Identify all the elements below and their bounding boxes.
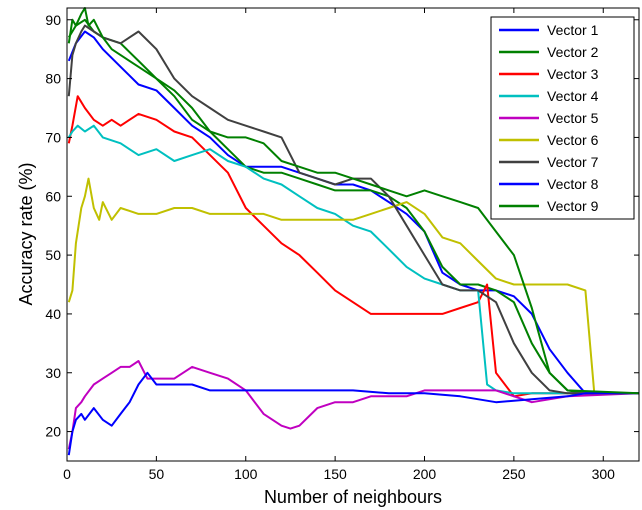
y-axis-ticks: 20 30 40 50 60 70 80 90 <box>45 12 639 440</box>
legend-box <box>490 16 635 220</box>
x-tick-label: 200 <box>413 466 437 482</box>
y-tick-label: 30 <box>45 365 61 381</box>
legend-label-vector-7: Vector 7 <box>547 154 599 170</box>
legend-label-vector-4: Vector 4 <box>547 88 599 104</box>
series-line-vector-5 <box>67 360 640 450</box>
series-line-vector-4 <box>67 124 639 395</box>
y-tick-label: 60 <box>45 188 61 204</box>
y-tick-label: 90 <box>45 12 61 28</box>
legend-label-vector-6: Vector 6 <box>547 132 599 148</box>
plot-frame <box>66 7 640 462</box>
x-tick-label: 150 <box>323 466 347 482</box>
y-tick-label: 40 <box>45 306 61 322</box>
y-tick-label: 20 <box>45 424 61 440</box>
legend-label-vector-3: Vector 3 <box>547 66 599 82</box>
series-layer <box>67 7 640 456</box>
y-tick-label: 50 <box>45 247 61 263</box>
x-tick-label: 300 <box>592 466 616 482</box>
legend-label-vector-9: Vector 9 <box>547 198 599 214</box>
legend-label-vector-1: Vector 1 <box>547 22 599 38</box>
series-line-vector-7 <box>67 24 639 395</box>
legend-label-vector-8: Vector 8 <box>547 176 599 192</box>
y-axis-label: Accuracy rate (%) <box>16 162 36 305</box>
legend-label-vector-5: Vector 5 <box>547 110 599 126</box>
y-tick-label: 70 <box>45 129 61 145</box>
x-tick-label: 100 <box>234 466 258 482</box>
series-line-vector-9 <box>67 7 640 395</box>
x-tick-label: 0 <box>63 466 71 482</box>
x-axis-ticks: 0 50 100 150 200 250 300 <box>63 8 615 482</box>
series-line-vector-8 <box>67 371 639 456</box>
legend-label-vector-2: Vector 2 <box>547 44 599 60</box>
x-axis-label: Number of neighbours <box>264 487 442 507</box>
legend: Vector 1 Vector 2 Vector 3 Vector 4 Vector 5… <box>490 16 635 220</box>
series-line-vector-6 <box>67 177 639 395</box>
series-line-vector-2 <box>67 18 639 395</box>
x-tick-label: 50 <box>149 466 165 482</box>
x-tick-label: 250 <box>502 466 526 482</box>
y-tick-label: 80 <box>45 71 61 87</box>
